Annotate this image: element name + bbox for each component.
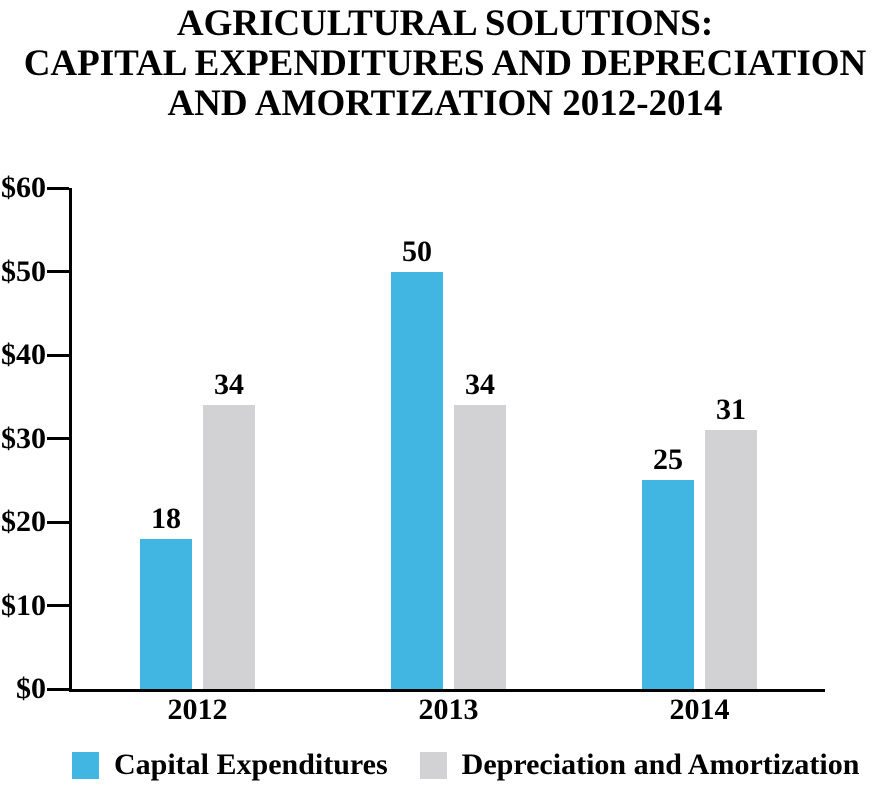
bar-value-label: 18 [151, 501, 181, 535]
y-axis-tick-label: $30 [1, 421, 46, 455]
bar-value-label: 34 [214, 368, 244, 402]
y-axis-labels: $0 $10 $20 $30 $40 $50 $60 [0, 172, 46, 705]
y-axis-tick [47, 604, 69, 607]
plot-area: 18 34 2012 50 34 2013 25 31 2014 [47, 186, 825, 726]
chart-title-line-2: CAPITAL EXPENDITURES AND DEPRECIATION [23, 43, 867, 84]
bar-capital-expenditures [140, 538, 192, 689]
y-axis-tick-label: $20 [1, 505, 46, 538]
y-axis-tick-label: $60 [1, 171, 46, 204]
bar-value-label: 31 [716, 393, 746, 427]
legend-label: Depreciation and Amortization [461, 748, 860, 781]
x-axis-label: 2013 [418, 693, 479, 726]
legend-label: Capital Expenditures [114, 748, 388, 781]
y-axis-tick-label: $50 [1, 254, 46, 288]
y-axis-tick-label: $10 [1, 588, 46, 622]
legend-swatch-depreciation-amortization [419, 751, 447, 779]
y-axis-tick [47, 520, 69, 524]
y-axis-tick [47, 437, 69, 440]
bar-value-label: 50 [402, 234, 432, 268]
y-axis-tick [47, 270, 69, 273]
bar-value-label: 34 [465, 368, 495, 402]
bar-depreciation-amortization [203, 405, 255, 689]
x-axis-label: 2012 [167, 693, 228, 726]
bar-value-label: 25 [653, 443, 683, 477]
legend-item: Depreciation and Amortization [419, 748, 860, 782]
bar-depreciation-amortization [705, 430, 757, 689]
bar-capital-expenditures [642, 480, 694, 689]
y-axis-tick-label: $0 [16, 672, 46, 705]
chart-title: AGRICULTURAL SOLUTIONS: CAPITAL EXPENDIT… [0, 4, 890, 124]
bar-depreciation-amortization [454, 405, 506, 689]
y-axis-tick [47, 687, 69, 691]
legend: Capital Expenditures Depreciation and Amo… [72, 748, 859, 782]
x-axis-label: 2014 [669, 693, 730, 726]
bar-capital-expenditures [391, 271, 443, 689]
y-axis-tick [47, 186, 69, 190]
chart-title-line-3: AND AMORTIZATION 2012-2014 [167, 83, 723, 124]
y-axis-tick [47, 353, 69, 357]
legend-item: Capital Expenditures [72, 748, 388, 782]
y-axis-tick-label: $40 [1, 338, 46, 371]
chart-title-line-1: AGRICULTURAL SOLUTIONS: [176, 3, 714, 44]
legend-swatch-capital-expenditures [72, 751, 99, 779]
